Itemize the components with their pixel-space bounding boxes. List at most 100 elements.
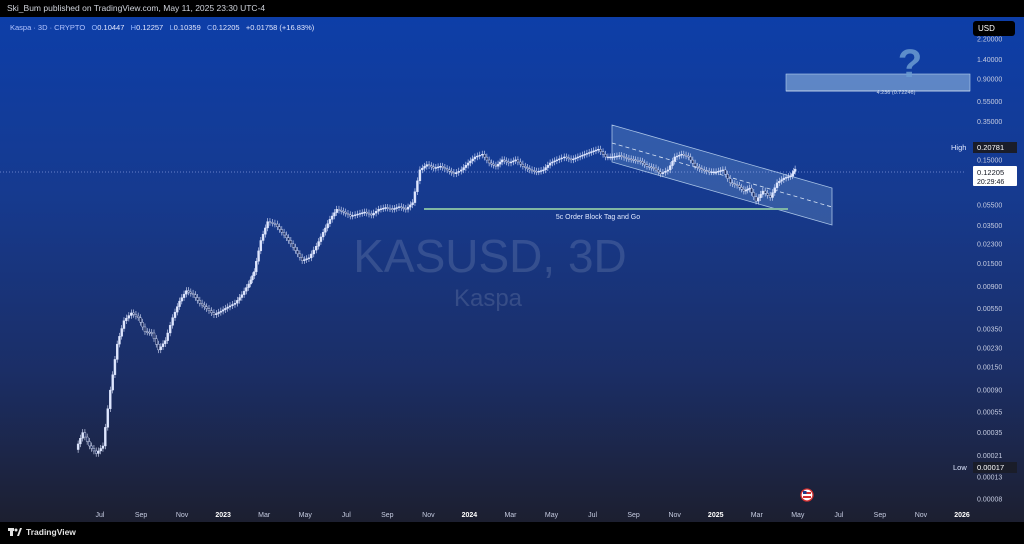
candle-body xyxy=(182,293,186,298)
y-tick-label: 0.02300 xyxy=(977,242,1002,249)
candle-body xyxy=(682,154,685,156)
tradingview-logo[interactable]: TradingView xyxy=(8,527,76,537)
candle-body xyxy=(106,408,110,428)
candle-body xyxy=(99,448,102,452)
candle-body xyxy=(750,187,753,193)
candle-body xyxy=(521,163,525,167)
candle-body xyxy=(592,150,595,153)
candle-body xyxy=(157,344,160,351)
x-tick-label: Jul xyxy=(96,512,105,519)
y-tick-label: 1.40000 xyxy=(977,57,1002,64)
fib-target-box[interactable] xyxy=(785,73,971,92)
candle-body xyxy=(539,170,543,172)
candle-body xyxy=(634,159,637,162)
candle-body xyxy=(125,317,128,321)
candle-body xyxy=(411,202,414,206)
candle-body xyxy=(738,185,741,188)
candle-body xyxy=(436,166,440,169)
candle-body xyxy=(382,207,385,210)
candle-body xyxy=(113,359,117,375)
candle-body xyxy=(321,232,325,238)
candle-body xyxy=(404,208,407,210)
high-tag: High xyxy=(951,143,966,152)
candle-body xyxy=(712,171,716,174)
time-axis[interactable]: Jul Sep Nov 2023 Mar May Jul Sep Nov 2024 Mar May Ju… xyxy=(96,512,970,519)
candle-body xyxy=(583,154,586,156)
candle-body xyxy=(259,240,263,252)
candle-body xyxy=(324,227,327,233)
question-mark-icon[interactable]: ? xyxy=(898,42,922,86)
candle-body xyxy=(596,149,600,151)
y-tick-label: 0.55000 xyxy=(977,99,1002,106)
candle-body xyxy=(255,261,258,272)
candle-body xyxy=(282,232,286,236)
y-tick-label: 0.15000 xyxy=(977,157,1002,164)
candle-body xyxy=(310,253,313,259)
candle-body xyxy=(307,257,311,260)
candle-body xyxy=(710,171,713,174)
y-tick-label: 0.00150 xyxy=(977,365,1002,372)
candle-body xyxy=(132,312,135,315)
candle-body xyxy=(669,165,672,171)
candle-body xyxy=(393,208,396,210)
candle-body xyxy=(418,169,422,182)
candle-body xyxy=(374,211,378,214)
candle-body xyxy=(481,154,484,156)
candle-body xyxy=(395,207,398,209)
x-tick-label: Jul xyxy=(342,512,351,519)
candle-body xyxy=(615,155,619,158)
candle-body xyxy=(604,154,607,158)
candle-body xyxy=(176,306,179,313)
currency-button[interactable]: USD xyxy=(973,21,1015,36)
y-tick-label: 0.00008 xyxy=(977,497,1002,504)
candle-body xyxy=(648,166,651,168)
candle-body xyxy=(731,182,734,185)
candle-body xyxy=(161,343,165,347)
candle-body xyxy=(278,226,281,230)
price-chart[interactable]: KASUSD, 3D Kaspa 5c Order Block Tag and … xyxy=(0,17,1024,522)
price-axis[interactable]: 2.20000 1.40000 0.90000 0.55000 0.35000 0.150… xyxy=(977,37,1002,504)
candle-body xyxy=(379,208,383,210)
candle-body xyxy=(462,167,465,171)
candle-body xyxy=(533,170,536,172)
candle-body xyxy=(448,169,451,172)
candle-body xyxy=(680,154,683,156)
y-tick-label: 2.20000 xyxy=(977,37,1002,44)
candle-body xyxy=(526,167,529,169)
candle-body xyxy=(766,192,769,196)
candle-body xyxy=(280,229,284,233)
candle-body xyxy=(326,223,329,229)
candle-body xyxy=(150,332,153,334)
candle-body xyxy=(548,162,552,166)
candle-body xyxy=(528,168,531,171)
candle-body xyxy=(200,303,204,306)
candle-body xyxy=(196,297,199,301)
candle-body xyxy=(791,173,794,177)
candle-body xyxy=(141,322,144,328)
candle-body xyxy=(251,275,254,281)
chart-area[interactable]: Kaspa · 3D · CRYPTO O0.10447 H0.12257 L0… xyxy=(0,17,1024,522)
candle-body xyxy=(400,206,403,208)
candle-body xyxy=(445,168,449,171)
candle-body xyxy=(524,166,527,168)
us-flag-icon[interactable] xyxy=(800,488,814,502)
y-tick-label: 0.00900 xyxy=(977,284,1002,291)
candle-body xyxy=(581,154,584,157)
candle-body xyxy=(601,151,605,155)
candle-body xyxy=(266,221,269,229)
candle-body xyxy=(793,168,797,172)
candle-body xyxy=(620,155,623,157)
candle-body xyxy=(344,211,347,214)
x-tick-label: Nov xyxy=(915,512,928,519)
low-key: L xyxy=(169,23,174,32)
candle-body xyxy=(291,243,295,248)
symbol-label[interactable]: Kaspa · 3D · CRYPTO xyxy=(10,23,86,32)
candle-body xyxy=(118,336,121,345)
candle-body xyxy=(109,389,112,409)
y-tick-label: 0.35000 xyxy=(977,119,1002,126)
open-key: O xyxy=(91,23,98,32)
candle-body xyxy=(217,312,220,314)
candle-body xyxy=(664,171,667,173)
candle-body xyxy=(659,171,662,175)
candle-body xyxy=(757,197,760,202)
